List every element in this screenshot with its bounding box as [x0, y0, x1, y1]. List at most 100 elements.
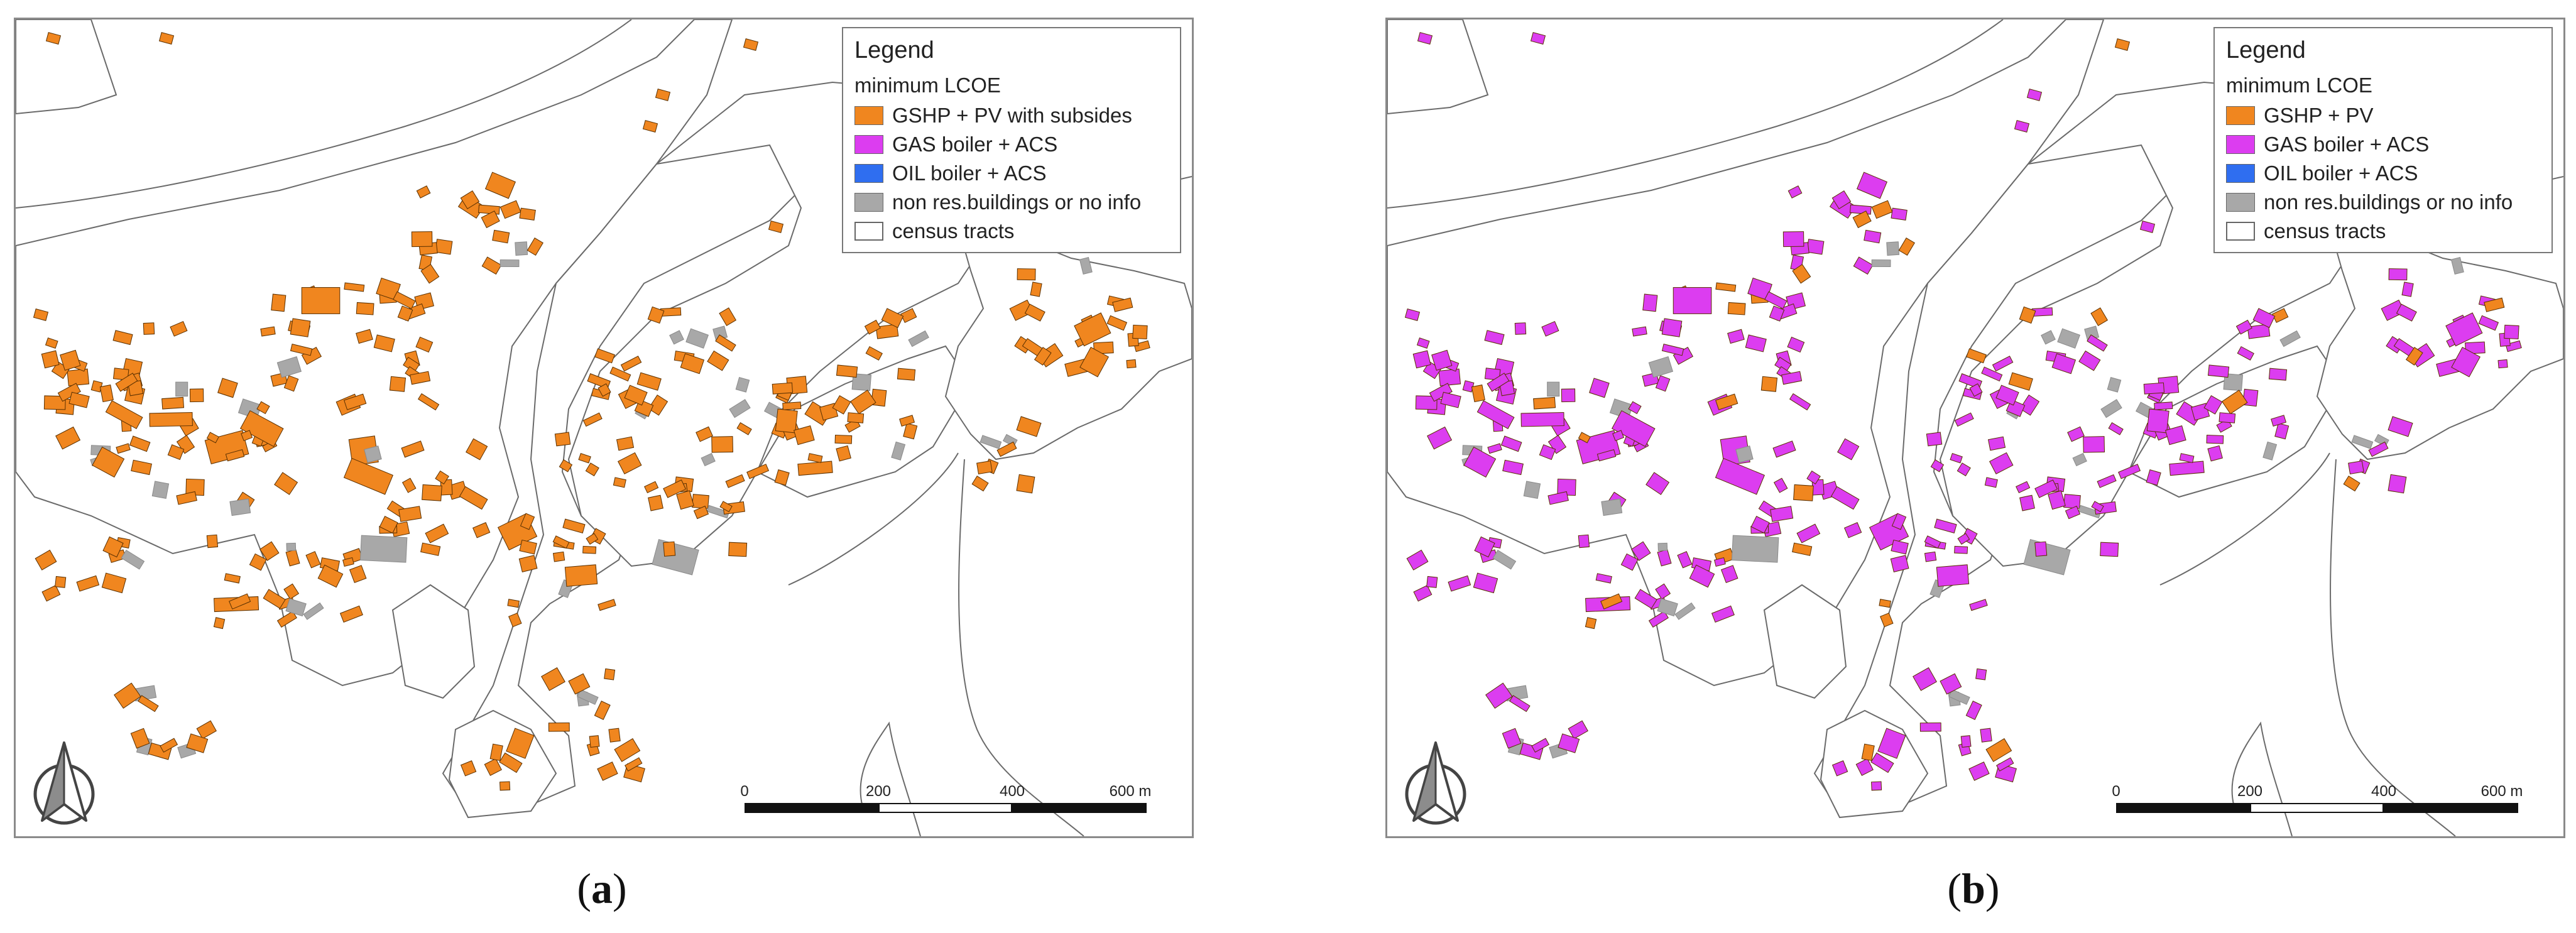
building [719, 307, 737, 326]
building [1657, 548, 1672, 567]
building [2222, 390, 2248, 415]
building [481, 210, 500, 229]
building [2465, 341, 2486, 354]
building [663, 479, 687, 498]
building [263, 589, 286, 609]
building [1919, 722, 1941, 732]
building [2154, 401, 2173, 410]
legend-item-gas: GAS boiler + ACS [854, 130, 1169, 159]
building [1514, 322, 1527, 335]
building [900, 308, 917, 324]
scale-tick-label: 600 m [2480, 783, 2523, 800]
building [663, 541, 676, 557]
building [1879, 599, 1891, 608]
building [589, 735, 600, 748]
building [1600, 593, 1623, 610]
building [520, 513, 535, 530]
building [161, 396, 185, 410]
building [1966, 348, 1987, 364]
legend-title: Legend [854, 37, 934, 63]
legend-label: non res.buildings or no info [2264, 190, 2513, 214]
building [484, 172, 516, 199]
building [1440, 391, 1461, 408]
building [435, 470, 449, 484]
legend-swatch [854, 106, 883, 125]
building [836, 364, 858, 378]
building [2016, 481, 2031, 494]
building [1789, 393, 1811, 411]
building [2504, 324, 2519, 340]
building [2203, 395, 2223, 415]
building [1871, 781, 1882, 791]
building [1715, 457, 1765, 495]
building [2014, 120, 2030, 133]
building [160, 738, 178, 753]
building [131, 459, 152, 476]
building [2388, 474, 2407, 494]
building [655, 89, 671, 101]
building [676, 490, 694, 510]
building [1975, 668, 1987, 680]
building [736, 422, 752, 435]
building [743, 38, 759, 51]
scale-tick-label: 200 [865, 783, 892, 800]
building [903, 423, 918, 440]
building [1870, 752, 1894, 773]
building [2207, 445, 2223, 462]
scale-tick-label: 0 [740, 783, 749, 800]
building [1648, 356, 1674, 378]
building [1861, 743, 1875, 761]
building [865, 346, 883, 361]
building [729, 399, 751, 418]
legend-label: OIL boiler + ACS [892, 161, 1047, 185]
building [728, 542, 748, 557]
road-line [958, 459, 1084, 836]
building [241, 430, 253, 442]
building [548, 722, 570, 732]
building [2235, 319, 2252, 335]
building [1913, 667, 1937, 691]
building [342, 557, 354, 567]
building [489, 743, 503, 761]
building [116, 443, 131, 454]
building [478, 204, 500, 215]
building [782, 401, 802, 410]
building [129, 435, 151, 452]
building [598, 599, 616, 611]
building [60, 349, 81, 371]
building [807, 453, 823, 464]
building [121, 549, 145, 570]
scale-tick-label: 0 [2112, 783, 2120, 800]
building [1612, 430, 1625, 442]
road-line [2231, 721, 2293, 836]
building [554, 432, 571, 447]
census-tract [1387, 19, 2105, 687]
building [499, 259, 520, 268]
north-arrow-icon [33, 741, 95, 825]
building [2388, 416, 2413, 437]
building [1017, 268, 1036, 281]
building [303, 602, 324, 620]
building [317, 564, 344, 588]
building [2207, 364, 2230, 378]
building [92, 446, 125, 478]
building [229, 498, 251, 516]
building [499, 752, 523, 773]
building [398, 506, 422, 522]
building [283, 375, 299, 392]
building [2478, 315, 2499, 331]
building [2083, 436, 2105, 453]
building [101, 572, 127, 594]
building [564, 564, 598, 587]
building [642, 120, 658, 133]
building [35, 549, 57, 570]
building [1727, 302, 1746, 315]
building [527, 237, 543, 256]
building [2063, 494, 2081, 509]
building [2219, 412, 2236, 423]
building [1969, 383, 1983, 397]
building [597, 761, 618, 781]
legend-item-oil: OIL boiler + ACS [854, 159, 1169, 188]
building [2008, 372, 2033, 391]
building [1957, 533, 1970, 545]
